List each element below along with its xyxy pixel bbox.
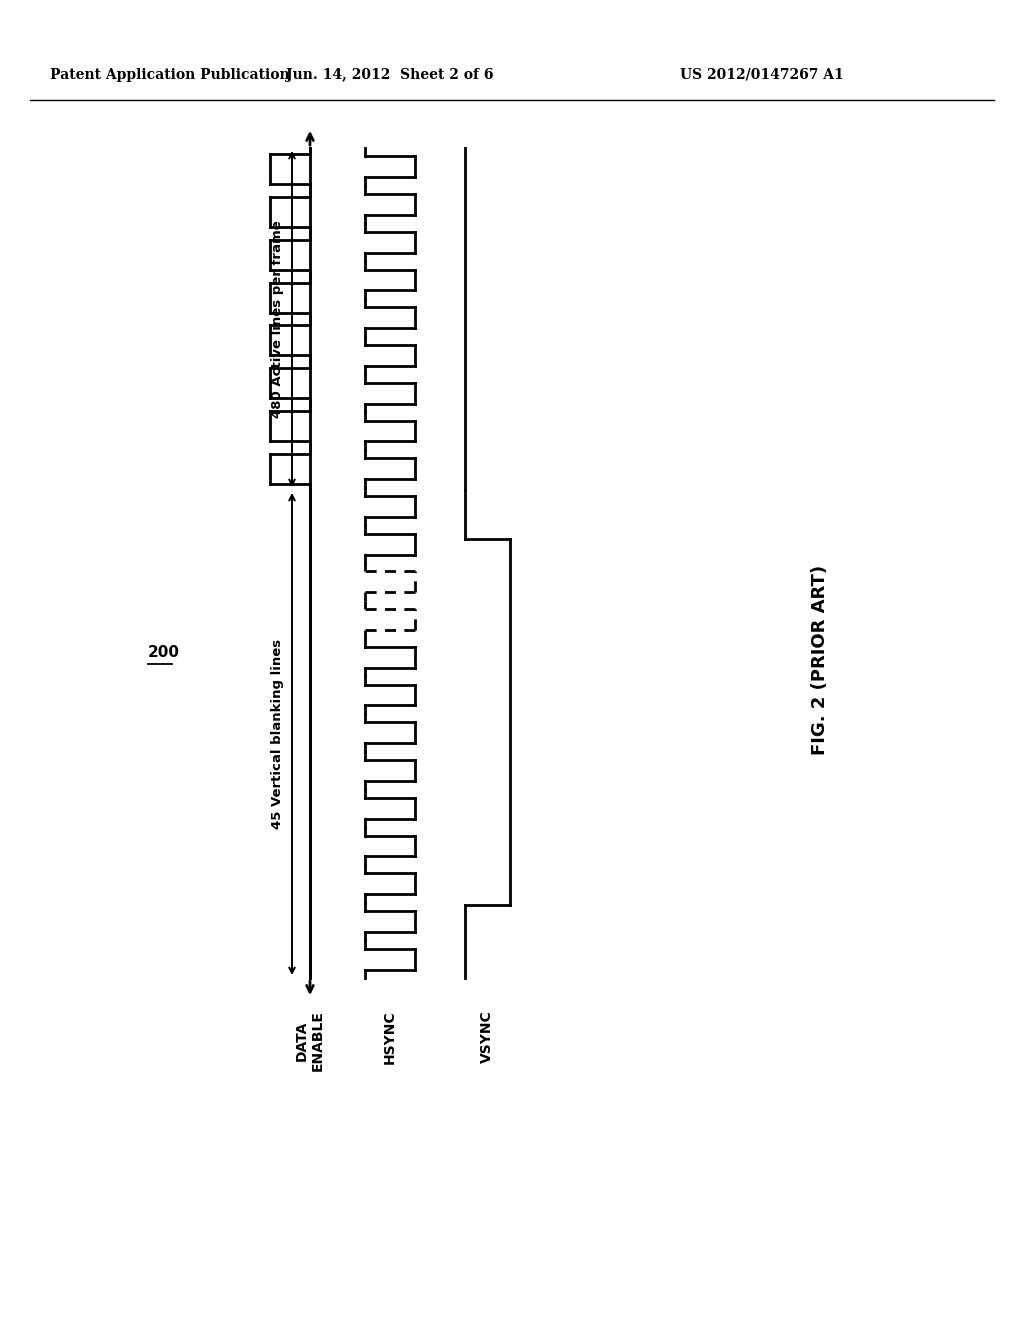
Text: Patent Application Publication: Patent Application Publication [50,69,290,82]
Text: 480 Active lines per frame: 480 Active lines per frame [270,220,284,418]
Text: US 2012/0147267 A1: US 2012/0147267 A1 [680,69,844,82]
Text: 45 Vertical blanking lines: 45 Vertical blanking lines [270,639,284,829]
Text: 200: 200 [148,645,180,660]
Text: Jun. 14, 2012  Sheet 2 of 6: Jun. 14, 2012 Sheet 2 of 6 [287,69,494,82]
Text: DATA
ENABLE: DATA ENABLE [295,1010,325,1071]
Text: FIG. 2 (PRIOR ART): FIG. 2 (PRIOR ART) [811,565,829,755]
Text: HSYNC: HSYNC [383,1010,397,1064]
Text: VSYNC: VSYNC [480,1010,494,1063]
